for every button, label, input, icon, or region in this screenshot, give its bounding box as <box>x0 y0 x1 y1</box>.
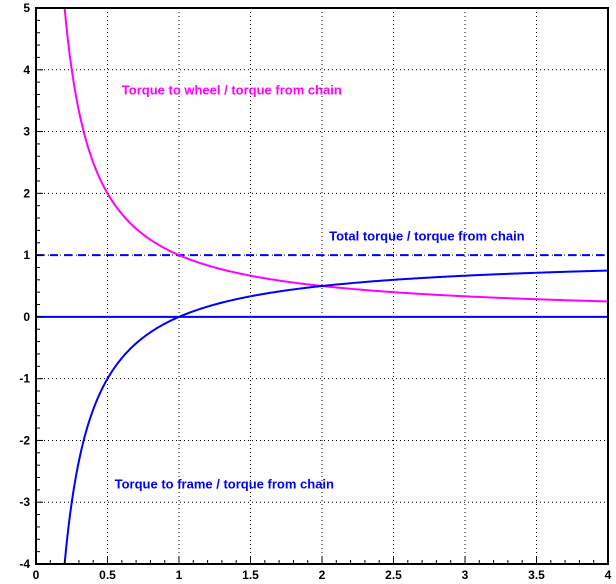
svg-text:3: 3 <box>462 568 469 582</box>
svg-text:4: 4 <box>605 568 612 582</box>
svg-text:-3: -3 <box>19 495 30 509</box>
svg-text:0: 0 <box>23 310 30 324</box>
svg-text:-2: -2 <box>19 433 30 447</box>
svg-text:2: 2 <box>23 186 30 200</box>
svg-text:3.5: 3.5 <box>528 568 545 582</box>
chart-svg: 0 0.5 1 1.5 2 2.5 3 3.5 4 -4 -3 -2 -1 0 1 2 3 4 5 Torque to… <box>0 0 616 584</box>
chart-annotation: Total torque / torque from chain <box>329 228 525 243</box>
svg-text:1.5: 1.5 <box>242 568 259 582</box>
svg-text:1: 1 <box>176 568 183 582</box>
svg-text:-4: -4 <box>19 557 30 571</box>
svg-text:1: 1 <box>23 248 30 262</box>
chart-annotation: Torque to wheel / torque from chain <box>122 82 342 97</box>
svg-text:0.5: 0.5 <box>99 568 116 582</box>
svg-text:3: 3 <box>23 125 30 139</box>
svg-text:2.5: 2.5 <box>385 568 402 582</box>
svg-text:4: 4 <box>23 63 30 77</box>
svg-text:0: 0 <box>33 568 40 582</box>
torque-ratio-chart: 0 0.5 1 1.5 2 2.5 3 3.5 4 -4 -3 -2 -1 0 1 2 3 4 5 Torque to… <box>0 0 616 584</box>
svg-text:-1: -1 <box>19 372 30 386</box>
chart-annotation: Torque to frame / torque from chain <box>115 477 334 492</box>
svg-text:2: 2 <box>319 568 326 582</box>
svg-text:5: 5 <box>23 1 30 15</box>
